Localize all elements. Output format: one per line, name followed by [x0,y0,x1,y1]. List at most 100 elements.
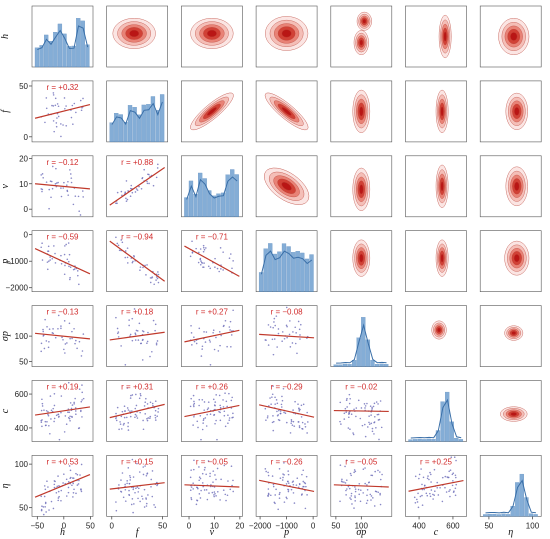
data-point [72,477,75,479]
data-point [305,475,308,478]
data-point [374,470,376,473]
data-point [126,407,129,409]
data-point [414,475,417,478]
data-point [294,326,297,329]
histogram-bar [202,178,207,217]
y-tick-label: −2000 [6,284,29,293]
y-tick-label: 100 [15,460,29,469]
data-point [45,409,48,412]
histogram-bar [184,197,189,217]
data-point [376,413,379,416]
data-point [66,258,69,261]
data-point [141,339,144,341]
histogram-bar [483,514,488,517]
data-point [224,392,226,394]
data-point [63,181,65,184]
data-point [287,490,290,493]
histogram-bar [230,169,235,217]
data-point [56,485,59,488]
data-point [301,473,303,476]
data-point [82,397,85,400]
data-point [128,324,130,327]
data-point [44,506,46,508]
data-point [413,496,416,499]
data-point [272,429,275,432]
data-point [155,343,158,346]
data-point [63,348,65,351]
histogram-bar [137,114,142,143]
data-point [40,342,43,345]
data-point [65,243,67,246]
data-point [129,333,132,336]
data-point [45,107,48,110]
data-point [426,477,429,480]
data-point [53,404,56,407]
cell-h-h [31,5,94,68]
data-point [146,342,148,344]
data-point [373,433,375,435]
data-point [129,415,132,418]
data-point [299,323,302,326]
data-point [203,409,206,411]
data-point [41,425,43,428]
data-point [127,425,129,428]
data-point [454,487,457,490]
histogram-bar [309,254,314,292]
data-point [205,473,207,476]
data-point [290,420,293,423]
data-point [81,391,84,394]
data-point [214,492,216,495]
data-point [76,473,79,476]
data-point [152,404,154,407]
data-point [49,432,51,435]
data-point [379,471,381,473]
data-point [298,410,301,412]
data-point [146,264,148,266]
data-point [157,411,159,413]
data-point [71,416,73,418]
data-point [274,396,276,399]
data-point [139,500,141,503]
cell-sigma_p-eta [479,305,542,367]
data-point [285,324,288,327]
histogram-bar [342,363,348,367]
data-point [60,254,62,257]
x-axis-label-sigma_p: σp [356,527,366,538]
histogram-bar [458,439,464,442]
data-point [42,328,44,331]
data-point [80,355,83,357]
data-point [50,418,52,420]
data-point [299,334,301,336]
data-point [366,484,368,486]
data-point [54,97,57,100]
data-point [138,185,140,188]
data-point [265,470,267,473]
histogram-bar [34,47,40,68]
correlation-label: r = +0.31 [121,383,154,392]
data-point [359,500,362,503]
data-point [75,492,77,495]
histogram-bar [268,243,273,292]
data-point [345,489,347,492]
data-point [65,495,68,497]
data-point [82,333,85,335]
data-point [52,332,55,335]
data-point [131,317,134,320]
data-point [349,428,351,431]
data-point [126,256,129,259]
data-point [123,405,126,408]
x-tick-label: 10 [210,521,219,530]
data-point [46,268,49,271]
data-point [224,493,227,496]
data-point [143,405,146,407]
data-point [452,472,455,475]
data-point [215,495,217,497]
density-line [336,323,387,364]
data-point [289,432,292,434]
data-point [226,405,228,408]
data-point [47,414,50,417]
data-point [121,194,123,197]
data-point [213,348,216,351]
data-point [278,493,281,496]
data-point [193,340,196,343]
